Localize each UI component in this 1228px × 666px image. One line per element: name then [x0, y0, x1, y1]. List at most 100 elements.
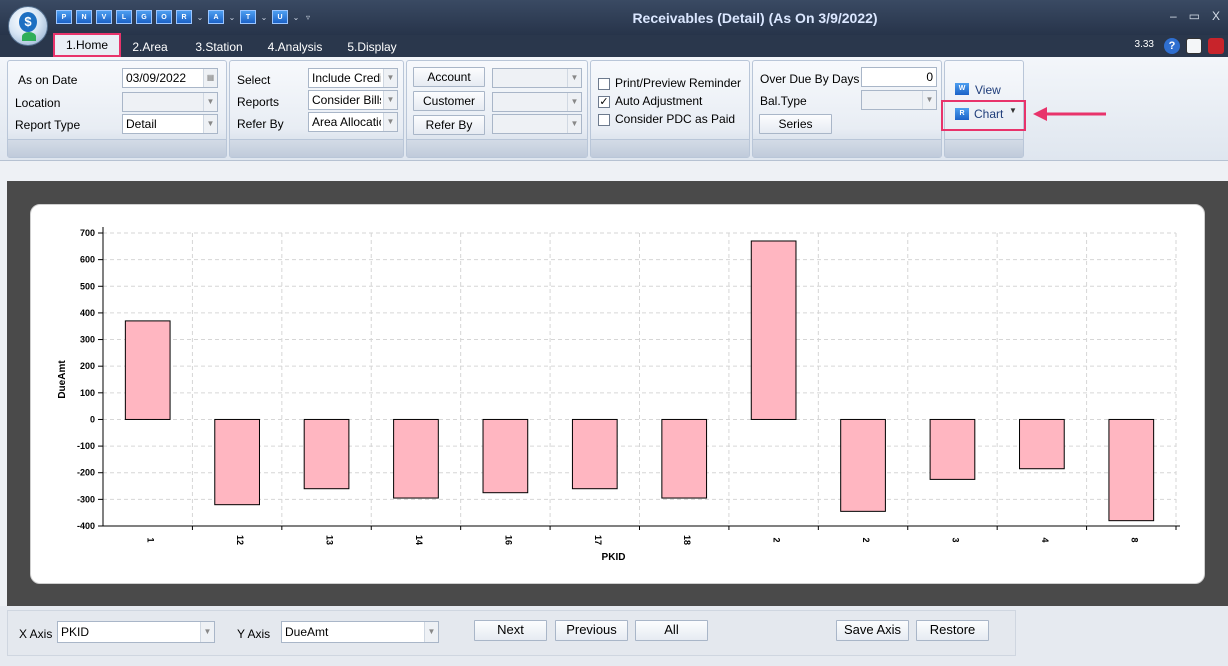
- account-button[interactable]: Account: [413, 67, 485, 87]
- chart-icon: R: [955, 108, 969, 120]
- y-tick-label: 400: [80, 308, 95, 318]
- exit-icon[interactable]: [1208, 38, 1224, 54]
- y-axis-dropdown[interactable]: DueAmt ▼: [281, 621, 439, 643]
- customer-dropdown[interactable]: ▼: [492, 92, 582, 112]
- refer-by-account-dropdown[interactable]: ▼: [492, 114, 582, 134]
- reports-dropdown[interactable]: Consider Bills U▼: [308, 90, 398, 110]
- chevron-down-icon: ▼: [383, 113, 397, 131]
- quick-access-toolbar: P N V L G O R ⌄ A ⌄ T ⌄ U ⌄ ▿: [56, 10, 312, 24]
- location-dropdown[interactable]: ▼: [122, 92, 218, 112]
- chart-highlight-box: [941, 100, 1026, 131]
- chevron-down-icon: ▼: [203, 93, 217, 111]
- x-tick-label: 16: [503, 535, 513, 545]
- customer-button[interactable]: Customer: [413, 91, 485, 111]
- chevron-down-icon: ▼: [424, 622, 438, 642]
- x-tick-label: 14: [414, 535, 424, 545]
- consider-pdc-checkbox[interactable]: [598, 114, 610, 126]
- y-axis-title: DueAmt: [57, 360, 68, 399]
- bar-2: [750, 240, 797, 420]
- over-due-label: Over Due By Days: [760, 72, 860, 86]
- options-group: Print/Preview Reminder ✓ Auto Adjustment…: [590, 60, 750, 158]
- restore-button[interactable]: Restore: [916, 620, 989, 641]
- over-due-input[interactable]: 0: [861, 67, 937, 87]
- tab-station[interactable]: 3.Station: [195, 40, 243, 54]
- previous-button[interactable]: Previous: [555, 620, 628, 641]
- quick-access-u-icon[interactable]: U: [272, 10, 288, 24]
- quick-access-l-icon[interactable]: L: [116, 10, 132, 24]
- chevron-down-icon[interactable]: ⌄: [228, 12, 236, 22]
- chevron-down-icon: ▼: [922, 91, 936, 109]
- save-axis-button[interactable]: Save Axis: [836, 620, 909, 641]
- quick-access-p-icon[interactable]: P: [56, 10, 72, 24]
- chevron-down-icon[interactable]: ⌄: [292, 12, 300, 22]
- auto-adjustment-checkbox[interactable]: ✓: [598, 96, 610, 108]
- chevron-down-icon: ▼: [203, 115, 217, 133]
- quick-access-a-icon[interactable]: A: [208, 10, 224, 24]
- tab-display[interactable]: 5.Display: [347, 40, 397, 54]
- account-dropdown[interactable]: ▼: [492, 68, 582, 88]
- help-icon[interactable]: ?: [1164, 38, 1180, 54]
- quick-access-t-icon[interactable]: T: [240, 10, 256, 24]
- x-tick-label: 12: [235, 535, 245, 545]
- tab-area[interactable]: 2.Area: [132, 40, 168, 54]
- series-button[interactable]: Series: [759, 114, 832, 134]
- tab-home[interactable]: 1.Home: [53, 33, 121, 57]
- chevron-down-icon[interactable]: ▼: [1009, 106, 1017, 115]
- quick-access-n-icon[interactable]: N: [76, 10, 92, 24]
- chevron-down-icon: ▼: [567, 115, 581, 133]
- as-on-date-field[interactable]: 03/09/2022 ▦: [122, 68, 218, 88]
- x-axis-label: X Axis: [19, 627, 53, 641]
- chevron-down-icon[interactable]: ⌄: [260, 12, 268, 22]
- bar-17: [571, 418, 618, 490]
- y-tick-label: -300: [77, 494, 95, 504]
- select-label: Select: [237, 73, 271, 87]
- bar-1: [124, 320, 171, 420]
- bal-type-dropdown[interactable]: ▼: [861, 90, 937, 110]
- chevron-down-icon: ▼: [383, 91, 397, 109]
- ribbon-tab-row: 1.Home 2.Area 3.Station 4.Analysis 5.Dis…: [0, 33, 1228, 57]
- print-preview-checkbox[interactable]: [598, 78, 610, 90]
- close-button[interactable]: X: [1211, 9, 1220, 23]
- quick-access-r-icon[interactable]: R: [176, 10, 192, 24]
- report-type-dropdown[interactable]: Detail ▼: [122, 114, 218, 134]
- customize-toolbar-icon[interactable]: ▿: [305, 12, 310, 22]
- view-button[interactable]: View: [975, 83, 1001, 97]
- chevron-down-icon[interactable]: ⌄: [196, 12, 204, 22]
- x-tick-label: 4: [1040, 537, 1050, 542]
- app-logo-icon[interactable]: $: [8, 6, 48, 46]
- location-label: Location: [15, 96, 61, 110]
- y-tick-label: -100: [77, 441, 95, 451]
- bar-3: [929, 418, 976, 480]
- bar-14: [393, 418, 439, 499]
- overdue-group: Over Due By Days 0 Bal.Type ▼ Series: [752, 60, 942, 158]
- x-tick-label: 3: [950, 537, 960, 542]
- quick-access-g-icon[interactable]: G: [136, 10, 152, 24]
- chart-button[interactable]: Chart: [974, 107, 1004, 121]
- document-icon[interactable]: [1186, 38, 1202, 54]
- bar-chart: 700 600 500 400 300 200 100 0 -100 -200 -300 -400 1 1…: [57, 227, 1180, 563]
- quick-access-o-icon[interactable]: O: [156, 10, 172, 24]
- next-button[interactable]: Next: [474, 620, 547, 641]
- refer-by-dropdown[interactable]: Area Allocation▼: [308, 112, 398, 132]
- as-on-date-label: As on Date: [18, 73, 78, 87]
- calendar-icon[interactable]: ▦: [203, 69, 217, 87]
- select-dropdown[interactable]: Include Credit B▼: [308, 68, 398, 88]
- x-axis-title: PKID: [602, 552, 626, 563]
- minimize-button[interactable]: –: [1169, 9, 1177, 23]
- bar-16: [482, 418, 529, 494]
- refer-by-button[interactable]: Refer By: [413, 115, 485, 135]
- all-button[interactable]: All: [635, 620, 708, 641]
- version-label: 3.33: [1134, 39, 1154, 50]
- x-tick-label: 17: [593, 535, 603, 545]
- x-tick-label: 8: [1129, 537, 1139, 542]
- x-axis-dropdown[interactable]: PKID ▼: [57, 621, 215, 643]
- chevron-down-icon: ▼: [200, 622, 214, 642]
- view-icon: W: [955, 83, 969, 95]
- refer-by-label: Refer By: [237, 117, 284, 131]
- tab-analysis[interactable]: 4.Analysis: [267, 40, 323, 54]
- x-tick-label: 2: [861, 537, 871, 542]
- chevron-down-icon: ▼: [383, 69, 397, 87]
- maximize-button[interactable]: ▭: [1188, 9, 1200, 23]
- auto-adjustment-label: Auto Adjustment: [615, 94, 703, 108]
- quick-access-v-icon[interactable]: V: [96, 10, 112, 24]
